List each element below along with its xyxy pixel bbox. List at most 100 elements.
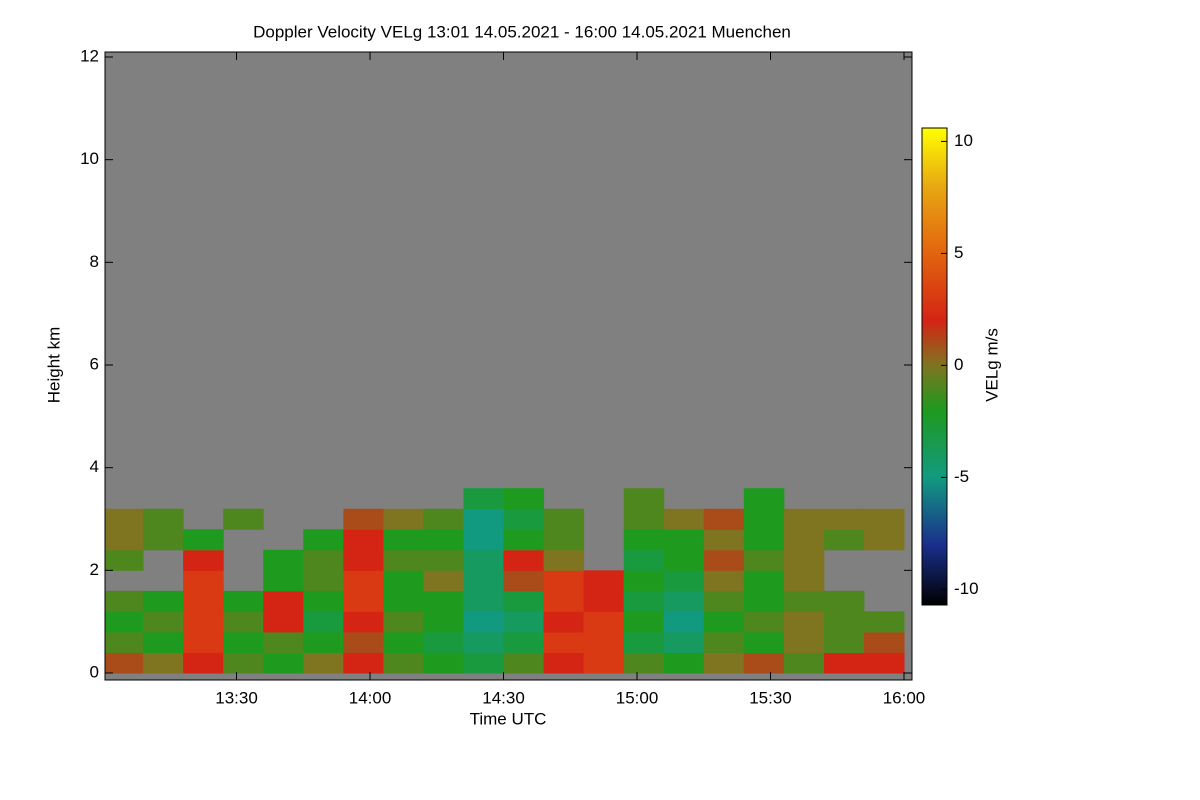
heatmap-cell	[663, 631, 705, 653]
heatmap-cell	[743, 631, 785, 653]
x-tick-label: 14:30	[482, 688, 525, 707]
heatmap-cell	[503, 611, 545, 633]
heatmap-cell	[423, 508, 464, 530]
colorbar-tick-label: 10	[954, 131, 973, 150]
heatmap-cell	[543, 529, 585, 551]
heatmap-cell	[623, 611, 665, 633]
heatmap-cell	[303, 631, 344, 653]
colorbar-tick-label: 0	[954, 355, 963, 374]
colorbar-tick-label: -10	[954, 579, 979, 598]
heatmap-cell	[223, 652, 264, 674]
heatmap-cell	[423, 570, 464, 592]
heatmap-cell	[263, 652, 304, 674]
heatmap-cell	[743, 590, 785, 612]
heatmap-cell	[703, 549, 745, 571]
heatmap-cell	[343, 529, 384, 551]
heatmap-cell	[743, 508, 785, 530]
heatmap-cell	[663, 529, 705, 551]
heatmap-cell	[105, 508, 144, 530]
heatmap-cell	[503, 488, 545, 510]
heatmap-cell	[383, 508, 424, 530]
heatmap-cell	[303, 570, 344, 592]
heatmap-cell	[105, 549, 144, 571]
heatmap-cell	[543, 570, 585, 592]
heatmap-cell	[303, 611, 344, 633]
heatmap-cell	[105, 529, 144, 551]
heatmap-cell	[663, 570, 705, 592]
heatmap-cell	[223, 631, 264, 653]
x-axis-label: Time UTC	[470, 709, 547, 728]
heatmap-cell	[183, 631, 224, 653]
heatmap-cell	[423, 549, 464, 571]
heatmap-cell	[423, 631, 464, 653]
x-tick-label: 13:30	[215, 688, 258, 707]
heatmap-cell	[383, 631, 424, 653]
heatmap-cell	[343, 508, 384, 530]
heatmap-cell	[503, 529, 545, 551]
heatmap-cell	[263, 549, 304, 571]
heatmap-cell	[783, 508, 825, 530]
heatmap-cell	[623, 652, 665, 674]
heatmap-cell	[743, 549, 785, 571]
heatmap-cell	[383, 529, 424, 551]
heatmap-cell	[783, 529, 825, 551]
heatmap-cell	[423, 529, 464, 551]
heatmap-cell	[503, 570, 545, 592]
heatmap-cell	[263, 570, 304, 592]
heatmap-cell	[623, 631, 665, 653]
heatmap-cell	[623, 549, 665, 571]
heatmap-cell	[583, 611, 625, 633]
heatmap-cell	[503, 590, 545, 612]
heatmap-cell	[105, 631, 144, 653]
heatmap-cell	[663, 549, 705, 571]
heatmap-cell	[663, 611, 705, 633]
heatmap-cell	[183, 590, 224, 612]
heatmap-cell	[823, 631, 865, 653]
heatmap-cell	[783, 652, 825, 674]
heatmap-cell	[463, 611, 505, 633]
x-tick-label: 15:00	[616, 688, 659, 707]
heatmap-cell	[383, 570, 424, 592]
heatmap-cell	[143, 652, 184, 674]
heatmap-cell	[703, 652, 745, 674]
heatmap-cell	[823, 652, 865, 674]
y-tick-label: 2	[90, 560, 99, 579]
heatmap-cell	[183, 611, 224, 633]
heatmap-cell	[343, 590, 384, 612]
heatmap-cell	[183, 652, 224, 674]
heatmap-cell	[463, 549, 505, 571]
y-tick-label: 8	[90, 252, 99, 271]
heatmap-cell	[863, 611, 905, 633]
heatmap-cell	[743, 652, 785, 674]
x-tick-label: 14:00	[349, 688, 392, 707]
heatmap-cell	[105, 611, 144, 633]
heatmap-cell	[743, 570, 785, 592]
heatmap-cell	[303, 529, 344, 551]
heatmap-cell	[823, 508, 865, 530]
heatmap-cell	[623, 590, 665, 612]
heatmap-cell	[343, 570, 384, 592]
heatmap-cell	[703, 590, 745, 612]
heatmap-cell	[703, 508, 745, 530]
heatmap-cell	[423, 652, 464, 674]
heatmap-cell	[143, 508, 184, 530]
colorbar-label: VELg m/s	[982, 328, 1001, 402]
heatmap-cell	[463, 590, 505, 612]
heatmap-cell	[743, 488, 785, 510]
y-tick-label: 10	[80, 149, 99, 168]
heatmap-cell	[583, 652, 625, 674]
heatmap-cell	[463, 652, 505, 674]
heatmap-cell	[703, 529, 745, 551]
heatmap-cell	[263, 590, 304, 612]
heatmap-cell	[343, 652, 384, 674]
heatmap-cell	[463, 508, 505, 530]
heatmap-cell	[743, 611, 785, 633]
heatmap-cell	[303, 652, 344, 674]
heatmap-cell	[823, 529, 865, 551]
heatmap-cell	[543, 549, 585, 571]
heatmap-cell	[663, 590, 705, 612]
colorbar-tick-label: -5	[954, 467, 969, 486]
heatmap-cell	[623, 570, 665, 592]
heatmap-cell	[183, 529, 224, 551]
